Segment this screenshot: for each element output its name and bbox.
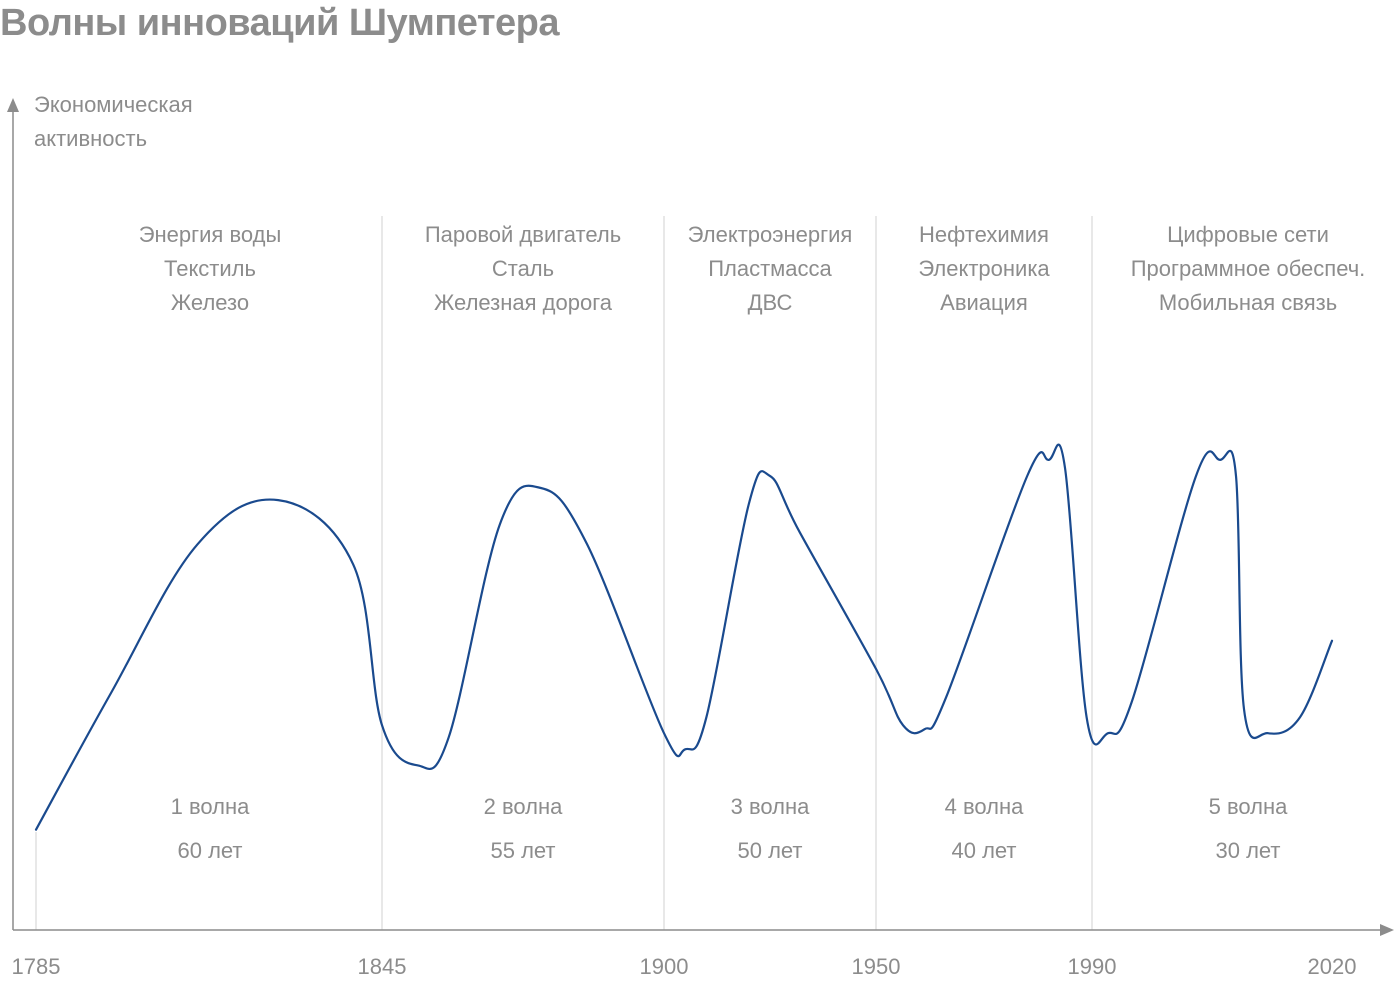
wave-innovation-label: Паровой двигатель	[425, 222, 621, 247]
x-tick-label: 1990	[1068, 954, 1117, 979]
x-axis-arrow	[1380, 924, 1394, 936]
wave-innovation-label: Текстиль	[164, 256, 256, 281]
wave-innovation-label: Программное обеспеч.	[1131, 256, 1366, 281]
y-axis-label-line-1: Экономическая	[34, 92, 193, 117]
wave-innovation-label: Электроника	[918, 256, 1050, 281]
x-tick-label: 1950	[852, 954, 901, 979]
y-axis-label: Экономическая активность	[34, 88, 193, 156]
wave-duration-label: 50 лет	[737, 838, 802, 863]
x-tick-label: 1900	[640, 954, 689, 979]
wave-innovation-label: Энергия воды	[139, 222, 282, 247]
x-tick-label: 1785	[12, 954, 61, 979]
x-tick-label: 2020	[1308, 954, 1357, 979]
wave-number-label: 2 волна	[484, 794, 564, 819]
wave-number-label: 5 волна	[1209, 794, 1289, 819]
wave-innovation-label: Мобильная связь	[1159, 290, 1337, 315]
wave-innovation-label: Железная дорога	[434, 290, 613, 315]
wave-innovation-label: ДВС	[748, 290, 793, 315]
wave-duration-label: 55 лет	[490, 838, 555, 863]
wave-number-label: 4 волна	[945, 794, 1025, 819]
wave-innovation-label: Нефтехимия	[919, 222, 1049, 247]
activity-series-line	[34, 443, 1334, 831]
y-axis-label-line-2: активность	[34, 126, 148, 151]
x-tick-label: 1845	[358, 954, 407, 979]
chart-title: Волны инноваций Шумпетера	[0, 2, 560, 44]
wave-innovation-label: Цифровые сети	[1167, 222, 1329, 247]
wave-innovation-label: Пластмасса	[708, 256, 832, 281]
wave-innovation-label: Железо	[171, 290, 249, 315]
wave-duration-label: 60 лет	[177, 838, 242, 863]
wave-number-label: 1 волна	[171, 794, 251, 819]
wave-innovation-label: Сталь	[492, 256, 554, 281]
wave-innovation-label: Электроэнергия	[688, 222, 853, 247]
wave-duration-label: 40 лет	[951, 838, 1016, 863]
wave-number-label: 3 волна	[731, 794, 811, 819]
wave-innovation-label: Авиация	[940, 290, 1028, 315]
y-axis-arrow	[7, 98, 19, 112]
wave-duration-label: 30 лет	[1215, 838, 1280, 863]
